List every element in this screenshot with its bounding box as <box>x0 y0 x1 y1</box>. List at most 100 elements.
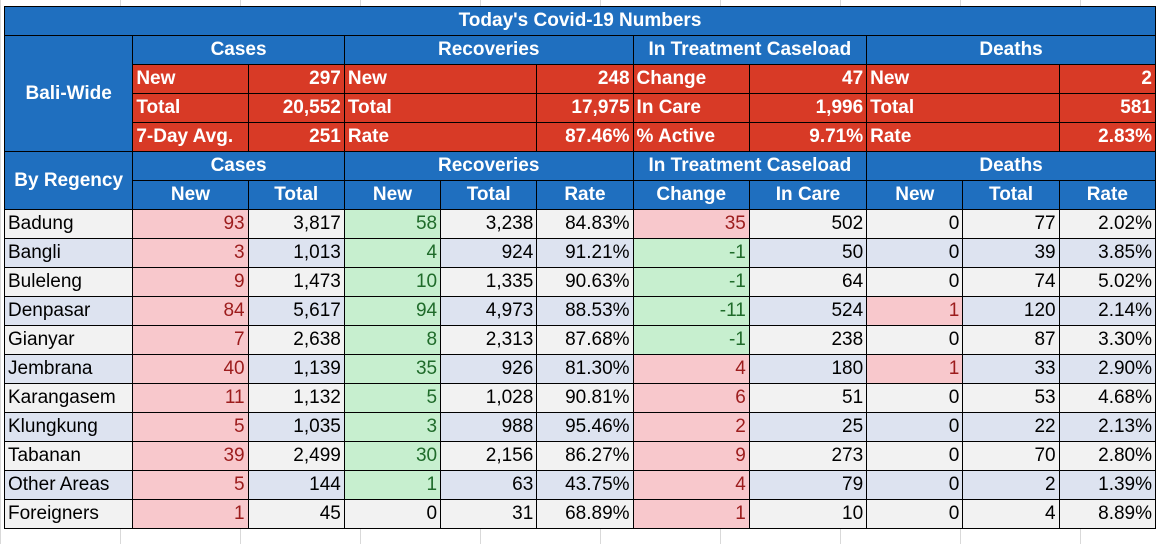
column-header[interactable]: Total <box>440 180 538 210</box>
data-cell[interactable]: 6 <box>632 383 750 413</box>
bali-wide-label-cell[interactable]: Change <box>632 64 750 94</box>
data-cell[interactable]: 3 <box>343 412 442 442</box>
data-cell[interactable]: 74 <box>962 267 1060 297</box>
column-header[interactable]: Change <box>632 180 750 210</box>
data-cell[interactable]: 1 <box>866 296 964 326</box>
bali-wide-label[interactable]: Bali-Wide <box>3 35 134 152</box>
data-cell[interactable]: 77 <box>962 209 1060 239</box>
group-header-deaths[interactable]: Deaths <box>866 35 1156 65</box>
data-cell[interactable]: 2.02% <box>1058 209 1157 239</box>
by-regency-label[interactable]: By Regency <box>3 151 134 210</box>
data-cell[interactable]: 524 <box>748 296 868 326</box>
data-cell[interactable]: 238 <box>748 325 868 355</box>
column-header[interactable]: New <box>343 180 442 210</box>
regency-name[interactable]: Badung <box>3 209 134 239</box>
data-cell[interactable]: 84.83% <box>536 209 634 239</box>
regency-name[interactable]: Other Areas <box>3 470 134 500</box>
data-cell[interactable]: 2.80% <box>1058 441 1157 471</box>
data-cell[interactable]: -1 <box>632 325 750 355</box>
bali-wide-value-cell[interactable]: 297 <box>247 64 345 94</box>
data-cell[interactable]: 926 <box>440 354 538 384</box>
data-cell[interactable]: 1 <box>632 499 750 529</box>
column-header[interactable]: Total <box>962 180 1060 210</box>
data-cell[interactable]: 88.53% <box>536 296 634 326</box>
data-cell[interactable]: 3,238 <box>440 209 538 239</box>
data-cell[interactable]: 31 <box>440 499 538 529</box>
data-cell[interactable]: 1,335 <box>440 267 538 297</box>
data-cell[interactable]: 273 <box>748 441 868 471</box>
data-cell[interactable]: 22 <box>962 412 1060 442</box>
data-cell[interactable]: 0 <box>866 238 964 268</box>
data-cell[interactable]: 0 <box>866 470 964 500</box>
bali-wide-value-cell[interactable]: 248 <box>536 64 634 94</box>
data-cell[interactable]: 91.21% <box>536 238 634 268</box>
regency-name[interactable]: Denpasar <box>3 296 134 326</box>
data-cell[interactable]: 2.90% <box>1058 354 1157 384</box>
data-cell[interactable]: 40 <box>132 354 249 384</box>
bali-wide-value-cell[interactable]: 1,996 <box>748 93 868 123</box>
data-cell[interactable]: 63 <box>440 470 538 500</box>
data-cell[interactable]: 0 <box>866 383 964 413</box>
data-cell[interactable]: 84 <box>132 296 249 326</box>
regency-group-header[interactable]: Cases <box>132 151 345 181</box>
bali-wide-value-cell[interactable]: 2.83% <box>1058 122 1157 152</box>
data-cell[interactable]: 35 <box>632 209 750 239</box>
regency-group-header[interactable]: Deaths <box>866 151 1156 181</box>
data-cell[interactable]: 1,132 <box>247 383 345 413</box>
data-cell[interactable]: 95.46% <box>536 412 634 442</box>
data-cell[interactable]: 7 <box>132 325 249 355</box>
bali-wide-value-cell[interactable]: 87.46% <box>536 122 634 152</box>
bali-wide-label-cell[interactable]: Total <box>343 93 538 123</box>
bali-wide-value-cell[interactable]: 20,552 <box>247 93 345 123</box>
data-cell[interactable]: 4.68% <box>1058 383 1157 413</box>
regency-name[interactable]: Buleleng <box>3 267 134 297</box>
bali-wide-value-cell[interactable]: 17,975 <box>536 93 634 123</box>
data-cell[interactable]: 2 <box>962 470 1060 500</box>
group-header-cases[interactable]: Cases <box>132 35 345 65</box>
data-cell[interactable]: 120 <box>962 296 1060 326</box>
data-cell[interactable]: 5.02% <box>1058 267 1157 297</box>
data-cell[interactable]: 1,035 <box>247 412 345 442</box>
bali-wide-value-cell[interactable]: 581 <box>1058 93 1157 123</box>
data-cell[interactable]: 90.81% <box>536 383 634 413</box>
sheet-title[interactable]: Today's Covid-19 Numbers <box>4 6 1156 36</box>
data-cell[interactable]: 4 <box>962 499 1060 529</box>
bali-wide-label-cell[interactable]: Rate <box>343 122 538 152</box>
data-cell[interactable]: 2.14% <box>1058 296 1157 326</box>
data-cell[interactable]: 1 <box>866 354 964 384</box>
data-cell[interactable]: 1.39% <box>1058 470 1157 500</box>
regency-name[interactable]: Gianyar <box>3 325 134 355</box>
data-cell[interactable]: 90.63% <box>536 267 634 297</box>
bali-wide-label-cell[interactable]: % Active <box>632 122 750 152</box>
data-cell[interactable]: 58 <box>343 209 442 239</box>
data-cell[interactable]: 3 <box>132 238 249 268</box>
data-cell[interactable]: 5 <box>132 470 249 500</box>
data-cell[interactable]: 87 <box>962 325 1060 355</box>
data-cell[interactable]: 5 <box>132 412 249 442</box>
data-cell[interactable]: 39 <box>132 441 249 471</box>
data-cell[interactable]: 2,638 <box>247 325 345 355</box>
data-cell[interactable]: 0 <box>866 325 964 355</box>
data-cell[interactable]: 2.13% <box>1058 412 1157 442</box>
regency-name[interactable]: Foreigners <box>3 499 134 529</box>
regency-name[interactable]: Karangasem <box>3 383 134 413</box>
data-cell[interactable]: 33 <box>962 354 1060 384</box>
data-cell[interactable]: 2,499 <box>247 441 345 471</box>
data-cell[interactable]: 5 <box>343 383 442 413</box>
column-header[interactable]: Total <box>247 180 345 210</box>
data-cell[interactable]: 4,973 <box>440 296 538 326</box>
data-cell[interactable]: -1 <box>632 238 750 268</box>
data-cell[interactable]: 1,028 <box>440 383 538 413</box>
data-cell[interactable]: 93 <box>132 209 249 239</box>
data-cell[interactable]: 30 <box>343 441 442 471</box>
data-cell[interactable]: 0 <box>866 441 964 471</box>
data-cell[interactable]: 2,313 <box>440 325 538 355</box>
data-cell[interactable]: 10 <box>343 267 442 297</box>
column-header[interactable]: New <box>866 180 964 210</box>
data-cell[interactable]: 1,013 <box>247 238 345 268</box>
data-cell[interactable]: 50 <box>748 238 868 268</box>
data-cell[interactable]: 1 <box>132 499 249 529</box>
data-cell[interactable]: 68.89% <box>536 499 634 529</box>
data-cell[interactable]: 9 <box>632 441 750 471</box>
data-cell[interactable]: 45 <box>247 499 345 529</box>
